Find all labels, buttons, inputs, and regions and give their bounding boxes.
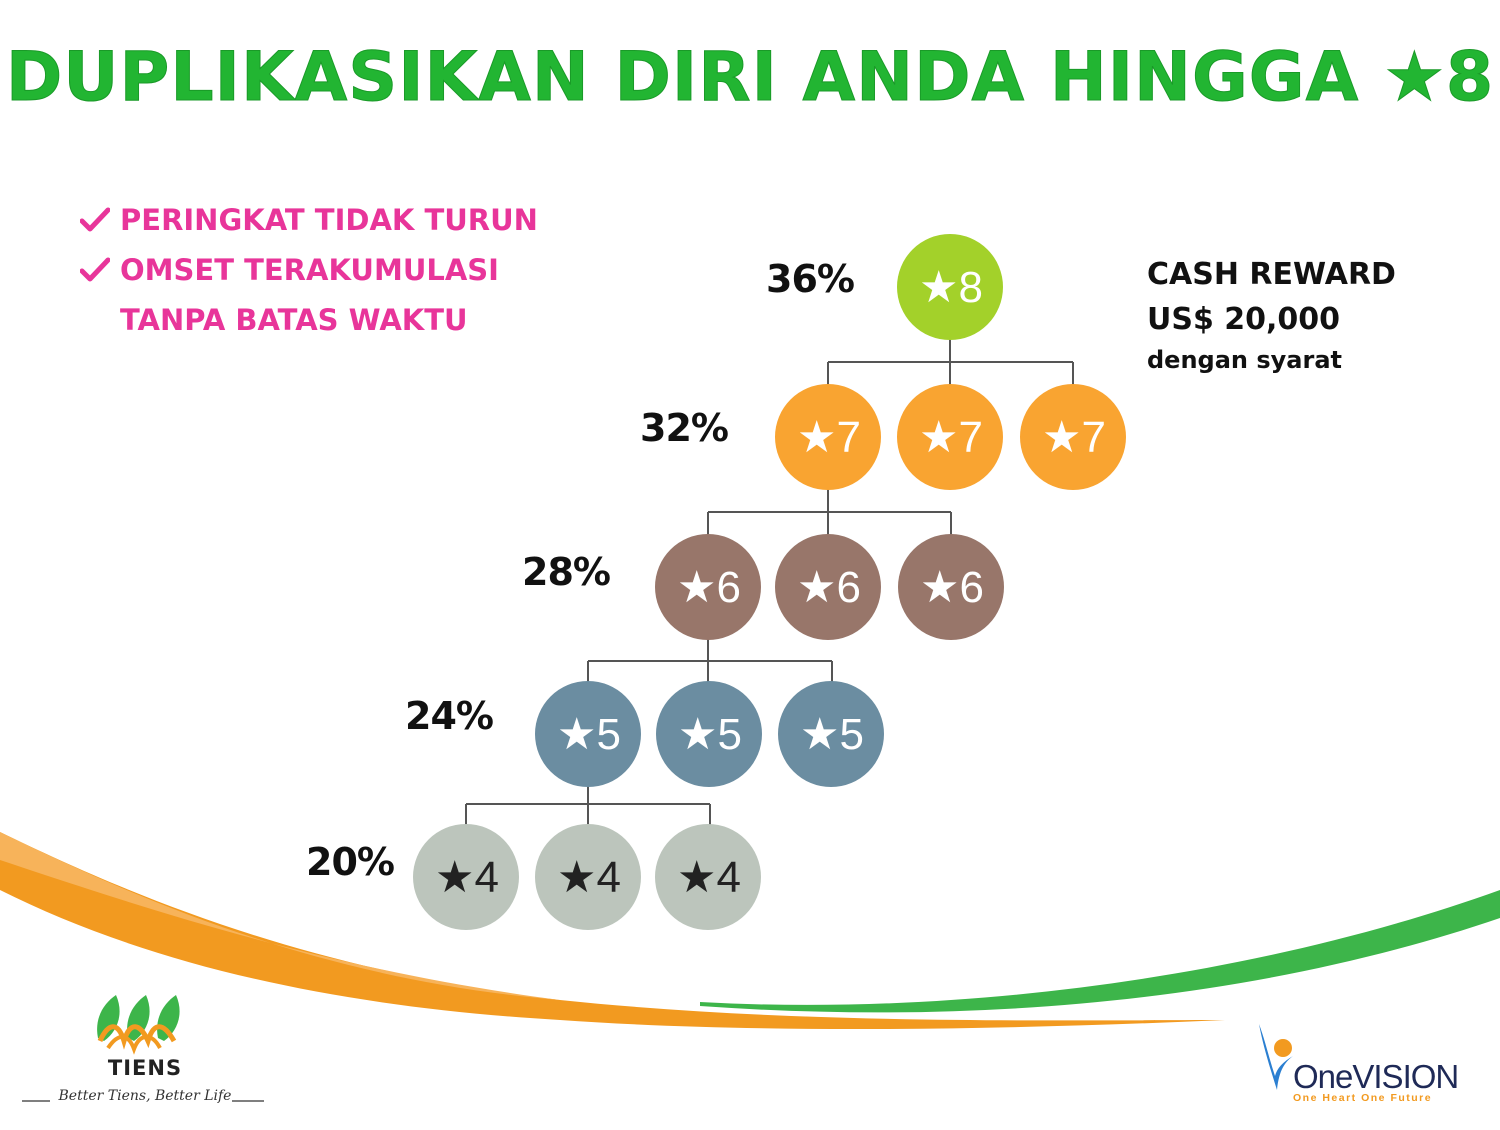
star4-node: ★4 — [413, 824, 519, 930]
tiens-leaf-icon — [97, 995, 180, 1055]
onevision-person-icon — [1259, 1024, 1293, 1090]
level-percent: 32% — [640, 406, 729, 450]
tiens-name: TIENS — [107, 1056, 183, 1080]
star7-node: ★7 — [775, 384, 881, 490]
level-percent: 28% — [522, 550, 611, 594]
star4-node: ★4 — [655, 824, 761, 930]
reward-condition: dengan syarat — [1147, 346, 1342, 374]
check-icon — [80, 207, 110, 233]
level-percent: 36% — [766, 257, 855, 301]
star5-node: ★5 — [656, 681, 762, 787]
onevision-tagline: One Heart One Future — [1293, 1092, 1433, 1104]
star7-node: ★7 — [897, 384, 1003, 490]
decorative-swoosh — [0, 832, 1500, 1030]
tiens-tagline: Better Tiens, Better Life — [58, 1088, 232, 1104]
star6-node: ★6 — [775, 534, 881, 640]
star5-node: ★5 — [778, 681, 884, 787]
tiens-logo: TIENS Better Tiens, Better Life — [20, 985, 270, 1115]
star4-node: ★4 — [535, 824, 641, 930]
cash-reward-note: CASH REWARD US$ 20,000 dengan syarat — [1147, 252, 1396, 378]
feature-item: PERINGKAT TIDAK TURUN — [80, 195, 538, 245]
feature-text: PERINGKAT TIDAK TURUN — [120, 203, 538, 237]
star8-node: ★8 — [897, 234, 1003, 340]
star6-node: ★6 — [898, 534, 1004, 640]
page-title: DUPLIKASIKAN DIRI ANDA HINGGA ★8 — [5, 38, 1495, 118]
reward-amount: US$ 20,000 — [1147, 302, 1341, 337]
star5-node: ★5 — [535, 681, 641, 787]
level-percent: 20% — [306, 840, 395, 884]
level-percent: 24% — [405, 694, 494, 738]
feature-text: TANPA BATAS WAKTU — [120, 303, 468, 337]
check-icon — [80, 257, 110, 283]
feature-text: OMSET TERAKUMULASI — [120, 253, 499, 287]
feature-list: PERINGKAT TIDAK TURUN OMSET TERAKUMULASI… — [80, 195, 538, 345]
star7-node: ★7 — [1020, 384, 1126, 490]
feature-item: TANPA BATAS WAKTU — [80, 295, 538, 345]
star6-node: ★6 — [655, 534, 761, 640]
feature-item: OMSET TERAKUMULASI — [80, 245, 538, 295]
reward-title: CASH REWARD — [1147, 257, 1396, 292]
onevision-name: OneVISION — [1293, 1058, 1459, 1095]
onevision-logo: OneVISION One Heart One Future — [1255, 1020, 1475, 1110]
tagline-divider — [22, 1100, 264, 1102]
